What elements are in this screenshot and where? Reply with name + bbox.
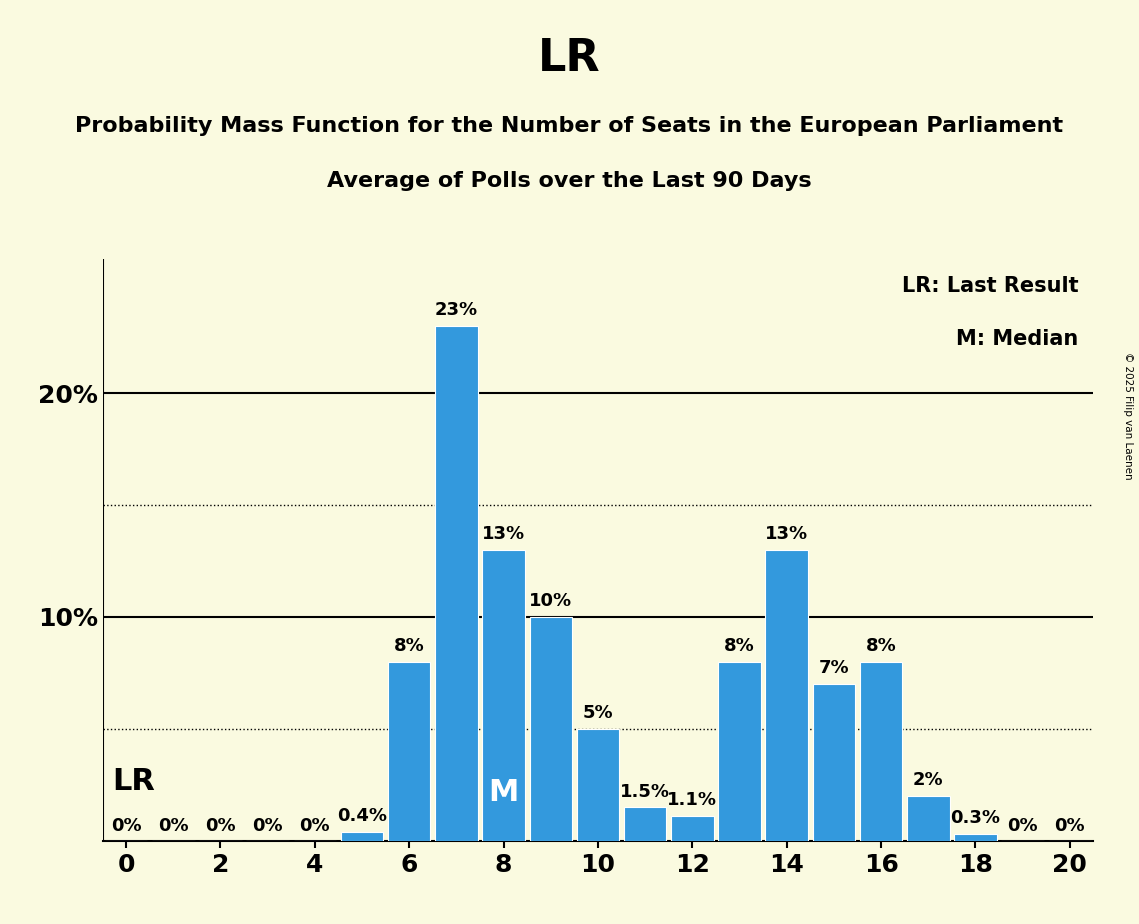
Text: 23%: 23% (435, 301, 478, 319)
Text: 8%: 8% (866, 637, 896, 655)
Bar (813, 684, 855, 841)
Text: Average of Polls over the Last 90 Days: Average of Polls over the Last 90 Days (327, 171, 812, 191)
Bar (341, 832, 383, 841)
Bar (671, 816, 713, 841)
Text: LR: LR (539, 37, 600, 80)
Text: 0.4%: 0.4% (337, 808, 387, 825)
Text: 8%: 8% (394, 637, 425, 655)
Bar (483, 550, 525, 841)
Bar (907, 796, 950, 841)
Text: M: M (489, 778, 518, 808)
Text: 0.3%: 0.3% (950, 809, 1000, 827)
Text: 13%: 13% (765, 525, 809, 543)
Text: 8%: 8% (724, 637, 755, 655)
Text: 7%: 7% (819, 660, 850, 677)
Bar (719, 662, 761, 841)
Bar (624, 808, 666, 841)
Text: 0%: 0% (300, 817, 330, 835)
Text: 0%: 0% (253, 817, 282, 835)
Bar (576, 729, 620, 841)
Text: 0%: 0% (110, 817, 141, 835)
Bar (765, 550, 808, 841)
Text: Probability Mass Function for the Number of Seats in the European Parliament: Probability Mass Function for the Number… (75, 116, 1064, 136)
Text: 0%: 0% (205, 817, 236, 835)
Text: 0%: 0% (1055, 817, 1085, 835)
Text: 2%: 2% (913, 772, 943, 789)
Bar (954, 834, 997, 841)
Text: 1.5%: 1.5% (620, 783, 670, 800)
Text: © 2025 Filip van Laenen: © 2025 Filip van Laenen (1123, 352, 1133, 480)
Bar (530, 617, 572, 841)
Text: 10%: 10% (530, 592, 573, 610)
Bar (860, 662, 902, 841)
Text: 1.1%: 1.1% (667, 792, 718, 809)
Text: LR: Last Result: LR: Last Result (902, 276, 1079, 297)
Text: 0%: 0% (1007, 817, 1038, 835)
Text: 13%: 13% (482, 525, 525, 543)
Text: LR: LR (112, 767, 155, 796)
Bar (435, 326, 477, 841)
Text: 5%: 5% (583, 704, 613, 723)
Text: M: Median: M: Median (957, 329, 1079, 348)
Text: 0%: 0% (158, 817, 189, 835)
Bar (388, 662, 431, 841)
